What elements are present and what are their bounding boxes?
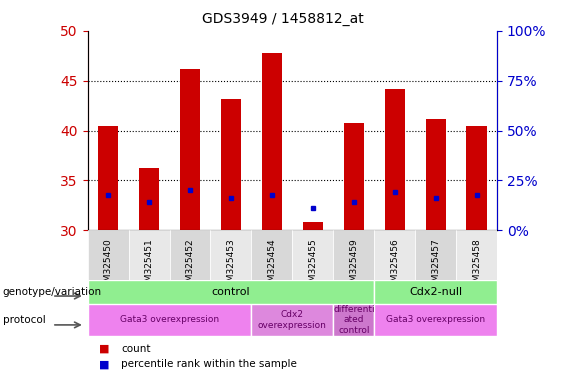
Text: control: control — [212, 287, 250, 297]
Text: Cdx2-null: Cdx2-null — [409, 287, 462, 297]
Text: percentile rank within the sample: percentile rank within the sample — [121, 359, 297, 369]
Text: GSM325454: GSM325454 — [267, 238, 276, 293]
Text: count: count — [121, 344, 151, 354]
Bar — [139, 169, 159, 230]
Bar — [129, 31, 170, 230]
Text: GSM325452: GSM325452 — [185, 238, 194, 293]
Bar — [221, 99, 241, 230]
Text: GDS3949 / 1458812_at: GDS3949 / 1458812_at — [202, 12, 363, 25]
Bar — [129, 230, 170, 280]
Bar — [333, 304, 374, 336]
Text: GSM325456: GSM325456 — [390, 238, 399, 293]
Text: Gata3 overexpression: Gata3 overexpression — [120, 315, 219, 324]
Bar — [344, 122, 364, 230]
Bar — [293, 31, 333, 230]
Bar — [415, 230, 457, 280]
Bar — [375, 280, 497, 304]
Bar — [211, 230, 251, 280]
Bar — [251, 31, 293, 230]
Text: GSM325455: GSM325455 — [308, 238, 318, 293]
Bar — [251, 304, 333, 336]
Bar — [467, 126, 487, 230]
Text: GSM325451: GSM325451 — [145, 238, 154, 293]
Bar — [333, 230, 374, 280]
Bar — [88, 304, 251, 336]
Text: protocol: protocol — [3, 315, 46, 325]
Bar — [375, 304, 497, 336]
Bar — [170, 31, 210, 230]
Bar — [211, 31, 251, 230]
Text: differenti
ated
control: differenti ated control — [333, 305, 375, 335]
Text: ■: ■ — [99, 344, 110, 354]
Bar — [251, 230, 293, 280]
Bar — [88, 31, 129, 230]
Bar — [98, 126, 118, 230]
Bar — [262, 53, 282, 230]
Bar — [374, 230, 415, 280]
Bar — [425, 119, 446, 230]
Bar — [170, 230, 210, 280]
Bar — [303, 222, 323, 230]
Bar — [385, 89, 405, 230]
Text: Cdx2
overexpression: Cdx2 overexpression — [258, 310, 327, 329]
Text: GSM325453: GSM325453 — [227, 238, 236, 293]
Text: ■: ■ — [99, 359, 110, 369]
Bar — [374, 31, 415, 230]
Bar — [333, 31, 374, 230]
Bar — [293, 230, 333, 280]
Bar — [415, 31, 457, 230]
Text: GSM325458: GSM325458 — [472, 238, 481, 293]
Bar — [88, 230, 129, 280]
Text: GSM325459: GSM325459 — [349, 238, 358, 293]
Text: GSM325450: GSM325450 — [103, 238, 112, 293]
Text: genotype/variation: genotype/variation — [3, 287, 102, 297]
Text: GSM325457: GSM325457 — [431, 238, 440, 293]
Text: Gata3 overexpression: Gata3 overexpression — [386, 315, 485, 324]
Bar — [88, 280, 375, 304]
Bar — [180, 69, 200, 230]
Bar — [457, 230, 497, 280]
Bar — [457, 31, 497, 230]
